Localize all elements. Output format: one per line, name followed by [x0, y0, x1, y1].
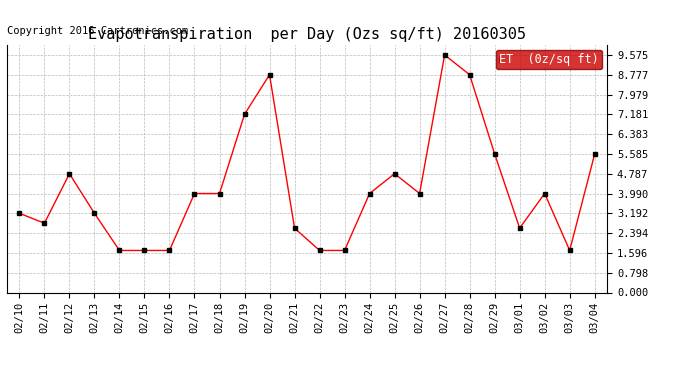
Title: Evapotranspiration  per Day (Ozs sq/ft) 20160305: Evapotranspiration per Day (Ozs sq/ft) 2…	[88, 27, 526, 42]
Text: Copyright 2016 Cartronics.com: Copyright 2016 Cartronics.com	[7, 26, 188, 36]
Legend: ET  (0z/sq ft): ET (0z/sq ft)	[496, 50, 602, 69]
